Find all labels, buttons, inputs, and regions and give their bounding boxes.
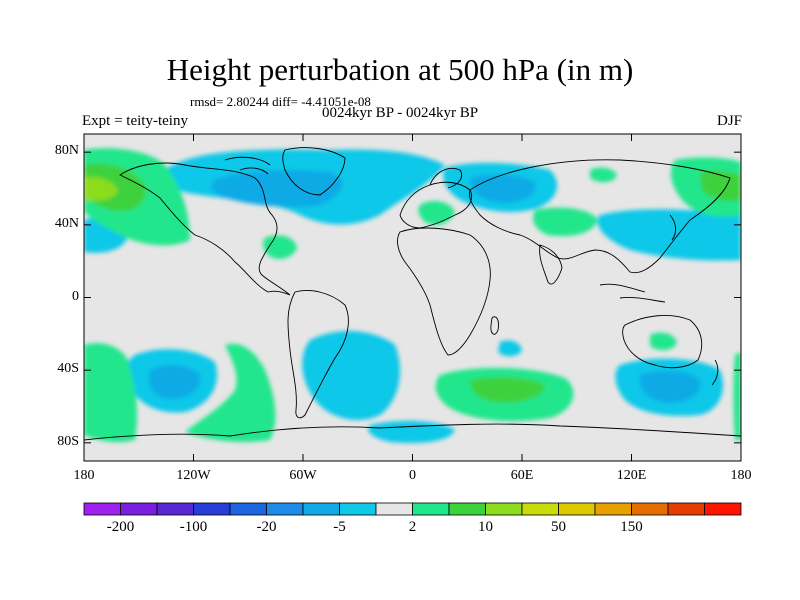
coastline-madagascar bbox=[490, 316, 499, 335]
experiment-label: Expt = teity-teiny bbox=[82, 113, 188, 129]
lat-tick-label: 80N bbox=[54, 143, 79, 159]
colorbar-box bbox=[521, 502, 559, 516]
coastline-new-zealand bbox=[711, 359, 719, 386]
lat-tick-label: 40N bbox=[54, 215, 79, 231]
contour-fill-layer bbox=[84, 148, 741, 444]
period-label: 0024kyr BP - 0024kyr BP bbox=[321, 105, 479, 121]
contour-negative bbox=[302, 330, 400, 420]
contour-negative bbox=[470, 174, 536, 203]
colorbar-label: -200 bbox=[106, 519, 135, 535]
contour-negative bbox=[597, 209, 741, 261]
colorbar-label: 50 bbox=[551, 519, 566, 535]
lon-tick-label: 0 bbox=[409, 468, 416, 483]
colorbar-box bbox=[704, 502, 742, 516]
lon-tick-label: 60E bbox=[510, 468, 534, 483]
contour-negative bbox=[368, 420, 455, 444]
colorbar-label: 2 bbox=[408, 519, 417, 535]
colorbar-label: 150 bbox=[620, 519, 643, 535]
colorbar-box bbox=[339, 502, 377, 516]
colorbar-box bbox=[83, 502, 121, 516]
colorbar-box bbox=[302, 502, 340, 516]
colorbar-box bbox=[229, 502, 267, 516]
colorbar-box bbox=[120, 502, 158, 516]
colorbar-box bbox=[193, 502, 231, 516]
coastline-scandinavia bbox=[429, 167, 463, 189]
coastline-africa bbox=[397, 227, 491, 356]
contour-positive bbox=[590, 167, 617, 183]
plot-title: Height perturbation at 500 hPa (in m) bbox=[166, 52, 634, 87]
colorbar-box bbox=[412, 502, 450, 516]
lat-tick-label: 40S bbox=[57, 361, 79, 377]
colorbar-box bbox=[667, 502, 705, 516]
longitude-tick-marks bbox=[83, 134, 742, 461]
lon-tick-label: 120E bbox=[616, 468, 647, 483]
colorbar-box bbox=[594, 502, 632, 516]
colorbar-label: 10 bbox=[478, 519, 493, 535]
coastline-australia bbox=[622, 315, 703, 369]
colorbar-label: -20 bbox=[256, 519, 277, 535]
stats-label: rmsd= 2.80244 diff= -4.41051e-08 bbox=[190, 94, 371, 109]
contour-negative bbox=[211, 170, 343, 208]
coastline-antarctica bbox=[84, 423, 741, 441]
colorbar bbox=[83, 502, 742, 516]
lat-tick-label: 80S bbox=[57, 433, 79, 449]
contour-positive bbox=[84, 343, 138, 443]
coastline-india bbox=[539, 244, 563, 285]
coastline-japan bbox=[669, 214, 677, 241]
contour-positive bbox=[263, 235, 297, 260]
colorbar-label: -100 bbox=[179, 519, 208, 535]
lat-tick-label: 0 bbox=[72, 288, 79, 304]
contour-negative bbox=[639, 370, 701, 403]
contour-positive bbox=[700, 170, 741, 202]
contour-positive bbox=[84, 177, 118, 201]
contour-positive bbox=[733, 352, 741, 440]
contour-positive bbox=[185, 343, 276, 443]
coastline-indonesia bbox=[599, 283, 666, 303]
lon-tick-label: 60W bbox=[289, 468, 317, 483]
coastline-greenland bbox=[282, 147, 346, 196]
lon-tick-label: 120W bbox=[176, 468, 211, 483]
season-label: DJF bbox=[716, 113, 742, 129]
colorbar-box bbox=[266, 502, 304, 516]
colorbar-box bbox=[375, 502, 413, 516]
contour-positive bbox=[650, 332, 677, 351]
lon-tick-label: 180 bbox=[73, 468, 95, 483]
contour-negative bbox=[149, 365, 201, 399]
contour-positive bbox=[533, 207, 598, 237]
coastline-layer bbox=[84, 147, 741, 441]
contour-negative bbox=[498, 340, 522, 357]
latitude-tick-marks bbox=[84, 151, 741, 444]
coastline-asia bbox=[469, 159, 731, 274]
colorbar-box bbox=[448, 502, 486, 516]
colorbar-box bbox=[558, 502, 596, 516]
coastline-arctic-islands bbox=[224, 156, 271, 175]
coastline-europe bbox=[399, 181, 473, 229]
colorbar-label: -5 bbox=[333, 519, 346, 535]
coastline-south-america bbox=[287, 290, 349, 419]
lon-tick-label: 180 bbox=[730, 468, 752, 483]
coastline-north-america bbox=[119, 162, 291, 296]
colorbar-box bbox=[631, 502, 669, 516]
contour-positive bbox=[470, 377, 545, 403]
colorbar-box bbox=[485, 502, 523, 516]
colorbar-box bbox=[156, 502, 194, 516]
